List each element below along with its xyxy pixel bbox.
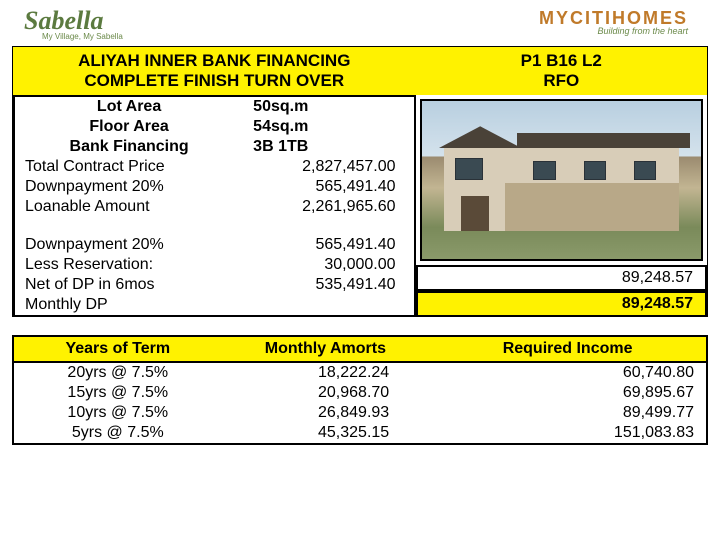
pricing-table: Lot Area 50sq.m Floor Area 54sq.m Bank F… [13,95,416,317]
header-title: ALIYAH INNER BANK FINANCING COMPLETE FIN… [13,47,416,95]
amort-header: Years of Term Monthly Amorts Required In… [12,335,708,361]
dp2-label: Downpayment 20% [25,236,233,254]
spec-row-floor: Floor Area 54sq.m [15,117,414,137]
roof-flat [517,133,690,149]
row-dp2: Downpayment 20% 565,491.40 [15,235,414,255]
amort-col3-header: Required Income [429,337,706,361]
spec-row-financing: Bank Financing 3B 1TB [15,137,414,157]
amort-monthly: 26,849.93 [222,403,430,423]
amort-row-2: 10yrs @ 7.5% 26,849.93 89,499.77 [14,403,706,423]
floor-area-label: Floor Area [25,118,233,136]
amort-row-0: 20yrs @ 7.5% 18,222.24 60,740.80 [14,363,706,383]
amort-income: 60,740.80 [429,363,706,383]
unit-status: RFO [426,71,697,91]
side-value-2: 89,248.57 [416,291,707,317]
amort-body: 20yrs @ 7.5% 18,222.24 60,740.80 15yrs @… [12,361,708,445]
monthlydp-label: Monthly DP [25,296,233,314]
financing-label: Bank Financing [25,138,233,156]
netdp-value: 535,491.40 [233,276,403,294]
lot-area-value: 50sq.m [233,98,403,116]
right-column: 89,248.57 89,248.57 [416,95,707,317]
amort-term: 10yrs @ 7.5% [14,403,222,423]
amort-col2-header: Monthly Amorts [222,337,430,361]
amort-income: 89,499.77 [429,403,706,423]
loanable-value: 2,261,965.60 [233,198,403,216]
header-line1: ALIYAH INNER BANK FINANCING [23,51,406,71]
roof-gable [438,126,522,148]
header-unit: P1 B16 L2 RFO [416,47,707,95]
lessres-value: 30,000.00 [233,256,403,274]
amort-row-1: 15yrs @ 7.5% 20,968.70 69,895.67 [14,383,706,403]
left-tagline: My Village, My Sabella [42,32,123,41]
window-2 [533,161,555,180]
row-loanable: Loanable Amount 2,261,965.60 [15,197,414,217]
lot-area-label: Lot Area [25,98,233,116]
dp1-label: Downpayment 20% [25,178,233,196]
main-content: Lot Area 50sq.m Floor Area 54sq.m Bank F… [12,95,708,317]
amort-term: 15yrs @ 7.5% [14,383,222,403]
amort-term: 20yrs @ 7.5% [14,363,222,383]
house-image [420,99,703,261]
amort-income: 69,895.67 [429,383,706,403]
right-tagline: Building from the heart [597,26,688,36]
row-monthlydp: Monthly DP [15,295,414,315]
spacer [15,217,414,235]
amort-monthly: 20,968.70 [222,383,430,403]
monthlydp-value [233,296,403,314]
lessres-label: Less Reservation: [25,256,233,274]
header-bar: ALIYAH INNER BANK FINANCING COMPLETE FIN… [12,46,708,95]
row-tcp: Total Contract Price 2,827,457.00 [15,157,414,177]
tcp-label: Total Contract Price [25,158,233,176]
amort-income: 151,083.83 [429,423,706,443]
row-dp1: Downpayment 20% 565,491.40 [15,177,414,197]
tcp-value: 2,827,457.00 [233,158,403,176]
branding-bar: Sabella My Village, My Sabella MYCITIHOM… [12,8,708,38]
floor-area-value: 54sq.m [233,118,403,136]
row-netdp: Net of DP in 6mos 535,491.40 [15,275,414,295]
spec-row-lot: Lot Area 50sq.m [15,97,414,117]
dp2-value: 565,491.40 [233,236,403,254]
window-1 [455,158,483,180]
window-3 [584,161,606,180]
amort-monthly: 45,325.15 [222,423,430,443]
door [461,196,489,231]
amort-col1-header: Years of Term [14,337,222,361]
loanable-label: Loanable Amount [25,198,233,216]
amort-monthly: 18,222.24 [222,363,430,383]
side-value-1: 89,248.57 [416,265,707,291]
amort-term: 5yrs @ 7.5% [14,423,222,443]
window-4 [634,161,656,180]
amort-row-3: 5yrs @ 7.5% 45,325.15 151,083.83 [14,423,706,443]
unit-code: P1 B16 L2 [426,51,697,71]
netdp-label: Net of DP in 6mos [25,276,233,294]
header-line2: COMPLETE FINISH TURN OVER [23,71,406,91]
row-lessres: Less Reservation: 30,000.00 [15,255,414,275]
house-lower [505,183,678,230]
financing-value: 3B 1TB [233,138,403,156]
dp1-value: 565,491.40 [233,178,403,196]
